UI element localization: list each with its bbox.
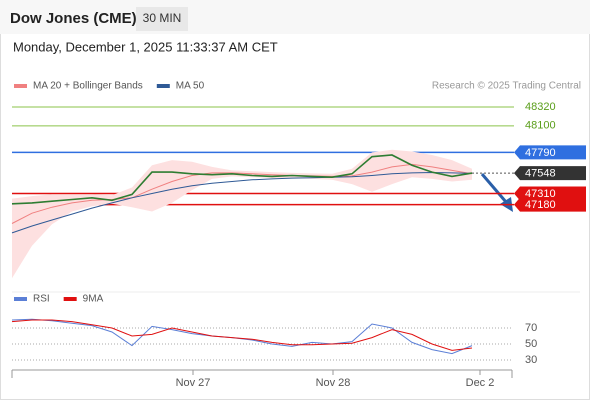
interval: 30 MIN: [143, 11, 182, 25]
y-tick-label: 70: [525, 322, 537, 334]
subtitle: Monday, December 1, 2025 11:33:37 AM CET: [13, 39, 278, 54]
level-label: 48100: [525, 120, 556, 132]
legend-label: MA 50: [176, 81, 205, 92]
level-label: 47310: [525, 188, 556, 200]
y-tick-label: 30: [525, 354, 537, 366]
level-label: 47548: [525, 168, 556, 180]
x-tick-label: Nov 27: [176, 377, 211, 389]
interval-badge: [136, 7, 188, 31]
level-label: 47790: [525, 147, 556, 159]
price-line: [11, 154, 473, 205]
level-label: 47180: [525, 199, 556, 211]
legend-swatch: [63, 297, 77, 301]
level-box: [514, 145, 586, 160]
level-box: [514, 166, 586, 181]
series-line: [11, 163, 473, 224]
level-box: [514, 197, 586, 212]
legend-swatch: [14, 84, 27, 88]
header-bg: [0, 0, 590, 34]
legend-swatch: [14, 297, 27, 301]
x-tick-label: Nov 28: [316, 377, 351, 389]
series-line: [11, 171, 473, 234]
series-line: [11, 319, 473, 351]
forecast-arrow: [480, 173, 508, 203]
x-tick-label: Dec 2: [466, 377, 495, 389]
y-tick-label: 50: [525, 338, 537, 350]
legend-swatch: [156, 84, 170, 88]
source: Research © 2025 Trading Central: [432, 81, 581, 92]
legend-label: 9MA: [83, 294, 104, 305]
chart-title: Dow Jones (CME): [10, 10, 137, 27]
bollinger-band: [12, 149, 472, 279]
legend-label: RSI: [33, 294, 50, 305]
level-box: [514, 186, 586, 201]
legend-label: MA 20 + Bollinger Bands: [33, 81, 143, 92]
level-label: 48320: [525, 101, 556, 113]
